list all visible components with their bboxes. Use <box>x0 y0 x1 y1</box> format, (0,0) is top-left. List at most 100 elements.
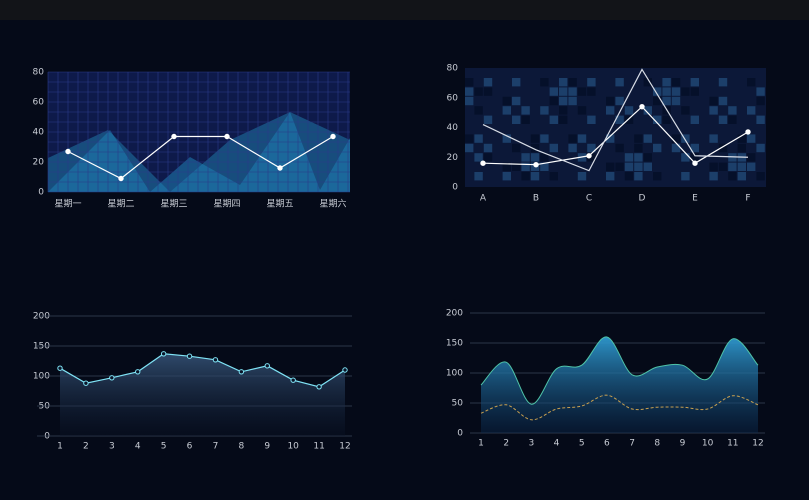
x-tick-label: E <box>692 194 698 204</box>
heat-cell <box>690 87 699 96</box>
heat-cell <box>577 87 587 96</box>
heat-cell <box>671 78 681 87</box>
point <box>118 175 124 182</box>
heat-cell <box>756 115 765 124</box>
heat-cell <box>681 172 690 181</box>
heat-cell <box>671 96 681 106</box>
line <box>480 336 759 405</box>
point <box>186 353 193 359</box>
y-tick-label: 20 <box>447 153 459 163</box>
heat-cell <box>559 78 568 87</box>
heat-cell <box>690 153 699 162</box>
point <box>277 165 283 171</box>
heat-cell <box>634 143 643 153</box>
heat-cell <box>540 162 549 171</box>
heat-cell <box>568 143 577 153</box>
heat-cell <box>474 153 483 162</box>
heat-cell <box>747 78 756 87</box>
area <box>481 336 758 433</box>
heat-cell <box>728 162 737 171</box>
line <box>480 394 759 421</box>
heat-cell <box>653 87 662 96</box>
x-tick-label: 11 <box>313 442 324 452</box>
x-tick-label: 5 <box>161 442 167 452</box>
y-tick-label: 80 <box>447 64 459 74</box>
heat-cell <box>681 153 690 162</box>
x-tick-label: 3 <box>528 439 534 449</box>
x-tick-label: F <box>745 194 750 204</box>
point <box>480 160 486 166</box>
y-tick-label: 60 <box>33 98 45 108</box>
heat-cell <box>728 115 737 124</box>
heat-cell <box>728 172 737 181</box>
heat-cell <box>606 134 615 143</box>
heat-cell <box>474 106 483 115</box>
x-tick-label: 2 <box>503 439 509 449</box>
heat-cell <box>559 96 568 106</box>
heat-cell <box>587 153 596 162</box>
heat-cell <box>577 134 587 143</box>
line <box>67 135 334 180</box>
heat-cell <box>549 87 558 96</box>
heat-cell <box>653 115 662 124</box>
point <box>83 380 89 386</box>
x-tick-label: 星期六 <box>319 198 346 210</box>
heat-cell <box>709 96 718 106</box>
heat-cell <box>718 115 728 124</box>
point <box>224 133 230 140</box>
heat-cell <box>465 134 474 143</box>
heat-cell <box>737 134 746 143</box>
heat-cell <box>540 106 549 115</box>
heat-cell <box>483 87 493 96</box>
heat-cell <box>728 106 737 115</box>
chart: 0 20 40 60 80 星期一 星期二 星期三 星期四 星期五 星期六 <box>33 68 350 210</box>
heat-cell <box>756 143 765 153</box>
heat-cell <box>662 115 671 124</box>
heat-cell <box>615 162 624 171</box>
heat-cell <box>549 143 558 153</box>
x-tick-label: C <box>586 194 592 204</box>
y-tick-label: 50 <box>39 402 51 412</box>
heat-cell <box>624 115 634 124</box>
heat-cell <box>690 143 699 153</box>
heat-cell <box>474 172 483 181</box>
x-tick-label: 7 <box>629 439 635 449</box>
heat-cell <box>662 96 671 106</box>
heat-cell <box>530 143 540 153</box>
y-tick-label: 100 <box>446 369 463 379</box>
heat-cell <box>756 96 765 106</box>
heat-cell <box>587 78 596 87</box>
heat-cell <box>653 143 662 153</box>
heat-cell <box>568 96 577 106</box>
heat-cell <box>624 162 634 171</box>
heat-cell <box>709 106 718 115</box>
heat-cell <box>521 115 530 124</box>
heat-cell <box>549 96 558 106</box>
heat-cell <box>718 96 728 106</box>
x-tick-label: 3 <box>109 442 115 452</box>
heat-cell <box>512 96 521 106</box>
heat-cell <box>577 172 587 181</box>
point <box>109 375 115 381</box>
x-tick-label: 12 <box>339 442 350 452</box>
heat-cell <box>718 143 728 153</box>
x-tick-label: 星期三 <box>160 199 187 210</box>
heat-cell <box>747 134 756 143</box>
heat-cell <box>643 106 652 115</box>
heat-cell <box>568 78 577 87</box>
y-tick-label: 150 <box>33 342 50 352</box>
x-tick-label: 10 <box>702 439 714 449</box>
heat-cell <box>568 134 577 143</box>
chart: 0 20 40 60 80 A B C D E F <box>447 64 765 204</box>
point <box>316 384 322 390</box>
heat-cell <box>540 134 549 143</box>
heat-cell <box>718 78 728 87</box>
x-tick-label: 5 <box>579 439 585 449</box>
heat-cell <box>671 87 681 96</box>
heat-cell <box>465 96 474 106</box>
heat-cell <box>615 78 624 87</box>
heat-cell <box>502 106 511 115</box>
heat-cell <box>606 172 615 181</box>
heat-cell <box>653 172 662 181</box>
